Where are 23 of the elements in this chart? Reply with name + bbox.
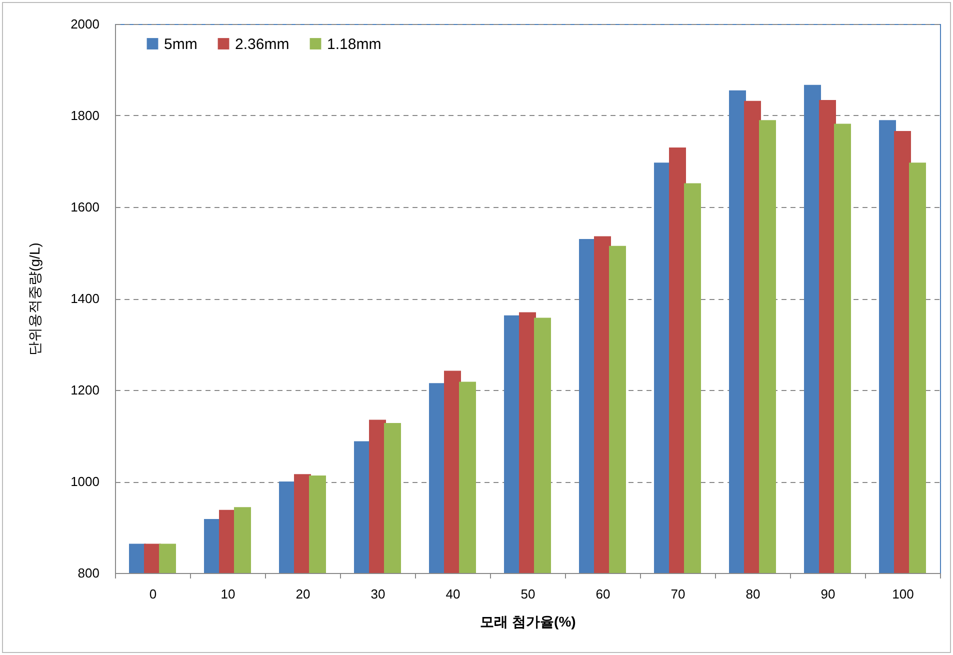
x-tick-label: 60 [596, 586, 610, 602]
x-tick-label: 70 [670, 586, 686, 602]
x-tick-label: 30 [370, 586, 386, 602]
legend-label: 1.18mm [327, 36, 382, 53]
legend-label: 5mm [164, 36, 198, 53]
y-tick-label: 1200 [70, 382, 100, 398]
y-tick-label: 1400 [70, 291, 100, 306]
x-tick-label: 20 [296, 586, 310, 602]
x-tick-label: 0 [149, 586, 157, 602]
y-tick-label: 2000 [70, 16, 100, 32]
legend-label: 2.36mm [235, 36, 290, 53]
x-tick-label: 90 [820, 586, 836, 602]
y-tick-label: 800 [78, 566, 100, 580]
x-tick-label: 50 [520, 586, 536, 602]
y-axis-title: 단위용적중량(g/L) [26, 242, 43, 356]
y-tick-label: 1600 [70, 200, 100, 214]
x-tick-label: 10 [220, 586, 236, 602]
x-tick-label: 80 [746, 586, 760, 602]
y-tick-label: 1000 [70, 474, 100, 489]
x-axis-title: 모래 첨가율(%) [480, 614, 576, 630]
x-tick-label: 40 [446, 586, 460, 602]
x-tick-label: 100 [892, 586, 914, 602]
y-tick-label: 1800 [70, 108, 100, 123]
